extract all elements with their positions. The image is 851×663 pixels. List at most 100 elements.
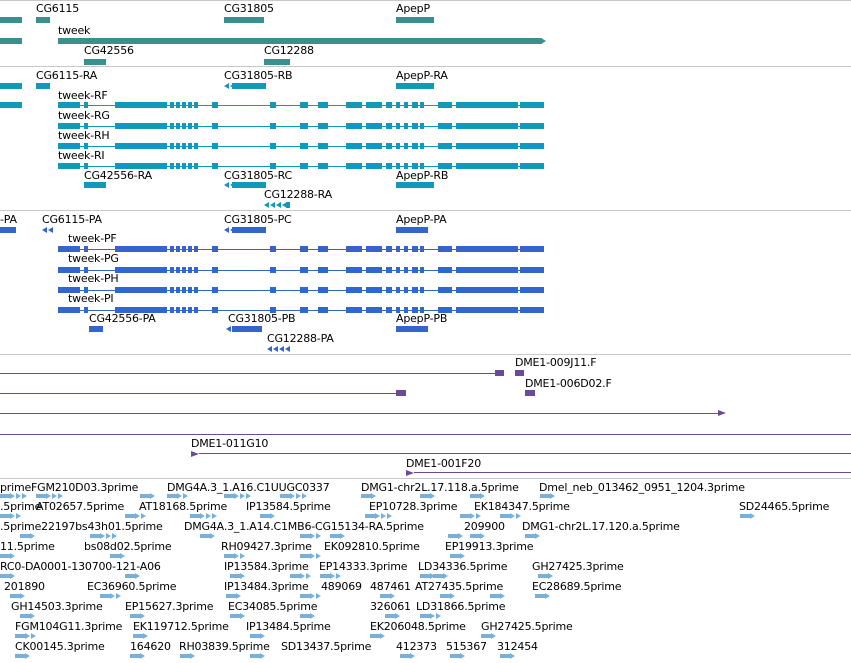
- protein-label-cg42556-pa[interactable]: CG42556-PA: [89, 312, 156, 325]
- est-label[interactable]: IP13584.5prime: [246, 500, 331, 513]
- est-feature[interactable]: [380, 594, 390, 598]
- est-feature[interactable]: [500, 654, 510, 658]
- exon[interactable]: [396, 102, 400, 108]
- exon[interactable]: [188, 143, 192, 149]
- exon[interactable]: [404, 163, 408, 169]
- transcript-label-apepp-rb[interactable]: ApepP-RB: [396, 169, 449, 182]
- exon[interactable]: [170, 307, 174, 313]
- gene-label-cg6115[interactable]: CG6115: [36, 2, 79, 15]
- est-feature[interactable]: [420, 574, 430, 578]
- exon[interactable]: [194, 123, 198, 129]
- est-feature[interactable]: [525, 534, 535, 538]
- exon[interactable]: [300, 143, 308, 149]
- exon[interactable]: [520, 287, 544, 293]
- est-label[interactable]: EK092810.5prime: [324, 540, 420, 553]
- exon[interactable]: [420, 102, 424, 108]
- clone-feature[interactable]: [0, 413, 718, 414]
- exon[interactable]: [300, 163, 308, 169]
- est-feature[interactable]: [125, 514, 135, 518]
- exon[interactable]: [520, 163, 544, 169]
- exon[interactable]: [386, 123, 392, 129]
- exon[interactable]: [404, 307, 408, 313]
- protein-label-tweek-pi[interactable]: tweek-PI: [68, 292, 114, 305]
- est-label[interactable]: DMG4A.3_1.A16.C1UUGC0337: [167, 481, 330, 494]
- exon[interactable]: [182, 163, 186, 169]
- exon[interactable]: [366, 246, 382, 252]
- exon[interactable]: [84, 307, 88, 313]
- exon[interactable]: [318, 287, 328, 293]
- clone-end-marker[interactable]: [191, 451, 199, 457]
- exon[interactable]: [318, 163, 328, 169]
- transcript-label-cg31805-rb[interactable]: CG31805-RB: [224, 69, 293, 82]
- clone-end-marker[interactable]: [718, 410, 726, 416]
- est-label[interactable]: RC0-DA0001-130700-121-A06: [0, 560, 161, 573]
- exon[interactable]: [194, 246, 198, 252]
- exon[interactable]: [188, 307, 192, 313]
- exon[interactable]: [366, 123, 382, 129]
- protein-label-cg31805-pb[interactable]: CG31805-PB: [228, 312, 296, 325]
- est-feature[interactable]: [420, 614, 430, 618]
- exon[interactable]: [270, 163, 276, 169]
- est-feature[interactable]: [300, 534, 310, 538]
- est-feature[interactable]: [15, 634, 25, 638]
- exon[interactable]: [0, 83, 22, 89]
- gene-feature-cg12288[interactable]: [264, 59, 290, 65]
- est-feature[interactable]: [448, 534, 458, 538]
- exon[interactable]: [346, 163, 362, 169]
- clone-feature[interactable]: [0, 373, 496, 374]
- exon[interactable]: [420, 307, 424, 313]
- est-feature[interactable]: [540, 494, 550, 498]
- exon[interactable]: [182, 102, 186, 108]
- exon[interactable]: [194, 307, 198, 313]
- exon[interactable]: [366, 163, 382, 169]
- est-feature[interactable]: [538, 574, 548, 578]
- exon[interactable]: [520, 102, 544, 108]
- clone-end-marker[interactable]: [495, 370, 504, 376]
- exon[interactable]: [438, 102, 452, 108]
- exon[interactable]: [346, 267, 362, 273]
- exon[interactable]: [300, 307, 308, 313]
- est-label[interactable]: SD13437.5prime: [281, 640, 372, 653]
- exon[interactable]: [404, 267, 408, 273]
- exon[interactable]: [58, 143, 80, 149]
- est-label[interactable]: 312454: [497, 640, 538, 653]
- exon[interactable]: [188, 102, 192, 108]
- exon[interactable]: [420, 123, 424, 129]
- clone-end-marker[interactable]: [396, 390, 406, 396]
- exon[interactable]: [346, 307, 362, 313]
- est-label[interactable]: 412373: [396, 640, 437, 653]
- est-feature[interactable]: [460, 514, 470, 518]
- exon[interactable]: [456, 143, 518, 149]
- exon[interactable]: [346, 287, 362, 293]
- exon[interactable]: [300, 246, 308, 252]
- est-feature[interactable]: [400, 654, 410, 658]
- gene-label-cg42556[interactable]: CG42556: [84, 44, 134, 57]
- est-feature[interactable]: [36, 494, 46, 498]
- est-feature[interactable]: [226, 594, 236, 598]
- exon[interactable]: [438, 163, 452, 169]
- est-feature[interactable]: [320, 574, 330, 578]
- gene-label-apepp[interactable]: ApepP: [396, 2, 430, 15]
- exon[interactable]: [36, 83, 50, 89]
- est-feature[interactable]: [180, 654, 190, 658]
- est-feature[interactable]: [740, 514, 750, 518]
- exon[interactable]: [212, 102, 218, 108]
- est-label[interactable]: LD34336.5prime: [418, 560, 508, 573]
- protein-label-cg6115-pa[interactable]: CG6115-PA: [42, 213, 102, 226]
- est-label[interactable]: .5prime: [0, 500, 42, 513]
- est-feature[interactable]: [230, 614, 240, 618]
- est-feature[interactable]: [0, 494, 10, 498]
- est-label[interactable]: AT18168.5prime: [139, 500, 228, 513]
- gene-label-tweek[interactable]: tweek: [58, 24, 91, 37]
- exon[interactable]: [182, 143, 186, 149]
- exon[interactable]: [412, 102, 418, 108]
- exon[interactable]: [456, 102, 518, 108]
- exon[interactable]: [170, 287, 174, 293]
- exon[interactable]: [176, 246, 180, 252]
- est-label[interactable]: CK00145.3prime: [15, 640, 105, 653]
- est-feature[interactable]: [130, 654, 140, 658]
- est-feature[interactable]: [470, 494, 480, 498]
- exon[interactable]: [232, 182, 266, 188]
- exon[interactable]: [346, 123, 362, 129]
- exon[interactable]: [412, 163, 418, 169]
